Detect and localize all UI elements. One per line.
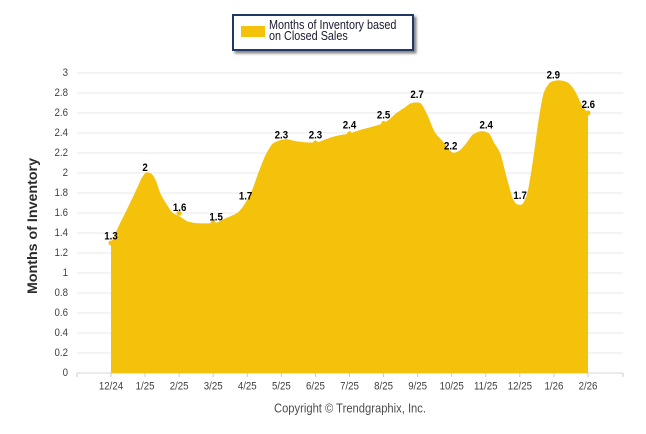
svg-text:1/26: 1/26 — [545, 381, 564, 393]
svg-text:2.4: 2.4 — [55, 127, 68, 139]
svg-text:4/25: 4/25 — [238, 381, 257, 393]
svg-text:2: 2 — [142, 162, 147, 174]
svg-text:2.2: 2.2 — [55, 147, 68, 159]
svg-text:0.8: 0.8 — [55, 287, 68, 299]
svg-text:2: 2 — [63, 167, 68, 179]
svg-text:2/26: 2/26 — [579, 381, 598, 393]
svg-text:0: 0 — [63, 367, 68, 379]
svg-text:0.6: 0.6 — [55, 307, 68, 319]
svg-text:2.9: 2.9 — [547, 70, 560, 82]
svg-text:2.2: 2.2 — [444, 140, 457, 152]
svg-text:2.7: 2.7 — [410, 89, 423, 101]
svg-text:1.2: 1.2 — [55, 247, 68, 259]
svg-text:Months of Inventory: Months of Inventory — [24, 158, 40, 294]
svg-text:1/25: 1/25 — [136, 381, 155, 393]
svg-text:1.8: 1.8 — [55, 187, 68, 199]
svg-text:11/25: 11/25 — [474, 381, 498, 393]
svg-text:1.7: 1.7 — [513, 190, 526, 202]
svg-text:0.4: 0.4 — [55, 327, 68, 339]
svg-text:1.6: 1.6 — [173, 202, 186, 214]
svg-text:1.3: 1.3 — [104, 230, 117, 242]
svg-text:0.2: 0.2 — [55, 347, 68, 359]
svg-text:12/25: 12/25 — [508, 381, 532, 393]
svg-text:2.3: 2.3 — [309, 130, 322, 142]
svg-text:2.6: 2.6 — [582, 99, 595, 111]
svg-text:7/25: 7/25 — [340, 381, 359, 393]
svg-text:1.5: 1.5 — [209, 211, 222, 223]
svg-text:2.6: 2.6 — [55, 107, 68, 119]
svg-text:2.3: 2.3 — [275, 130, 288, 142]
svg-text:2/25: 2/25 — [170, 381, 189, 393]
svg-text:8/25: 8/25 — [374, 381, 393, 393]
svg-text:1.4: 1.4 — [55, 227, 68, 239]
svg-text:9/25: 9/25 — [408, 381, 427, 393]
svg-text:1.7: 1.7 — [239, 190, 252, 202]
svg-text:2.4: 2.4 — [479, 120, 493, 132]
svg-text:1.6: 1.6 — [55, 207, 68, 219]
svg-text:5/25: 5/25 — [272, 381, 291, 393]
svg-text:6/25: 6/25 — [306, 381, 325, 393]
svg-text:3: 3 — [63, 67, 68, 79]
svg-text:1: 1 — [63, 267, 68, 279]
svg-text:2.4: 2.4 — [343, 119, 357, 131]
svg-text:10/25: 10/25 — [440, 381, 464, 393]
svg-text:Copyright © Trendgraphix, Inc.: Copyright © Trendgraphix, Inc. — [274, 401, 426, 416]
svg-text:12/24: 12/24 — [99, 381, 123, 393]
svg-text:2.5: 2.5 — [377, 110, 390, 122]
svg-text:3/25: 3/25 — [204, 381, 223, 393]
svg-text:2.8: 2.8 — [55, 87, 68, 99]
